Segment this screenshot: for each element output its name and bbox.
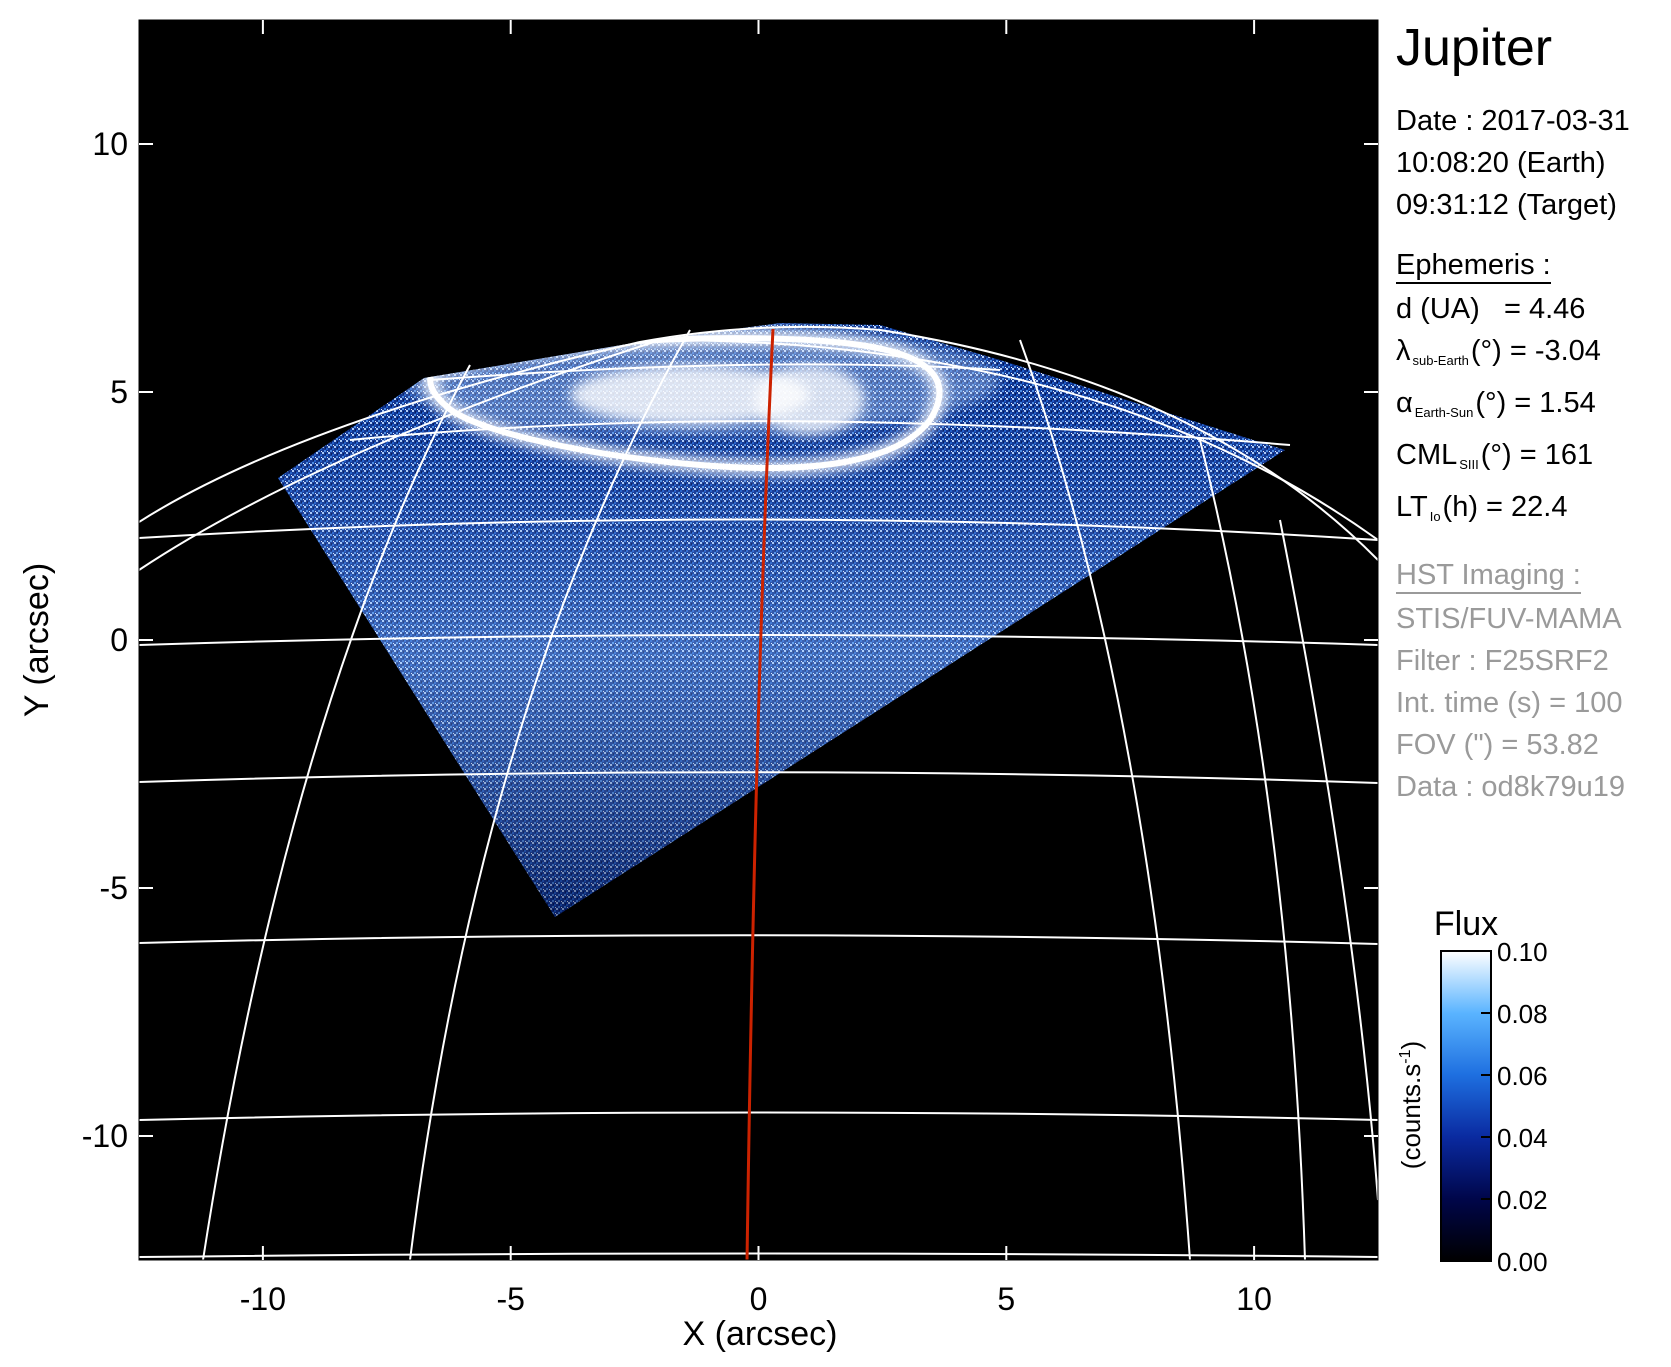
image-layer	[139, 323, 1378, 1260]
colorbar	[1440, 950, 1492, 1262]
y-tick-labels: 10 5 0 -5 -10	[82, 126, 128, 1154]
ephemeris-sub-earth-latitude: λ sub-Earth(°) = -3.04	[1396, 335, 1601, 368]
x-tick-label: 10	[1236, 1281, 1272, 1317]
planet-limb	[139, 325, 1378, 561]
x-tick-labels: -10 -5 0 5 10	[240, 1281, 1272, 1317]
colorbar-tick-label: 0.08	[1497, 999, 1548, 1029]
colorbar-unit-label: (counts.s-1)	[1396, 1041, 1426, 1169]
ephemeris-block: Ephemeris : d (UA) = 4.46 λ sub-Earth(°) …	[1396, 244, 1666, 538]
hst-imaging-block: HST Imaging : STIS/FUV-MAMA Filter : F25…	[1396, 554, 1666, 808]
target-time: 09:31:12 (Target)	[1396, 189, 1617, 221]
colorbar-tick-labels: 0.00 0.02 0.04 0.06 0.08 0.10	[1497, 937, 1548, 1277]
date-line: Date : 2017-03-31	[1396, 105, 1630, 137]
hst-instrument: STIS/FUV-MAMA	[1396, 603, 1622, 635]
x-axis-label: X (arcsec)	[683, 1315, 838, 1353]
colorbar-tick-label: 0.04	[1497, 1123, 1548, 1153]
ephemeris-phase-angle: α Earth-Sun(°) = 1.54	[1396, 387, 1596, 420]
observation-wedge-shading	[278, 323, 1285, 917]
hst-data-id: Data : od8k79u19	[1396, 771, 1625, 803]
ephemeris-io-local-time: LT Io(h) = 22.4	[1396, 491, 1568, 524]
y-tick-label: -10	[82, 1118, 128, 1154]
x-tick-label: 0	[750, 1281, 768, 1317]
hst-fov: FOV (") = 53.82	[1396, 729, 1599, 761]
y-tick-label: -5	[100, 870, 128, 906]
x-tick-label: -10	[240, 1281, 286, 1317]
colorbar-tick-label: 0.06	[1497, 1061, 1548, 1091]
hst-integration-time: Int. time (s) = 100	[1396, 687, 1623, 719]
axis-ticks	[139, 20, 1378, 1260]
ephemeris-cml: CML SIII(°) = 161	[1396, 439, 1594, 472]
colorbar-tick-label: 0.10	[1497, 937, 1548, 967]
colorbar-tick-label: 0.00	[1497, 1247, 1548, 1277]
y-tick-label: 0	[110, 622, 128, 658]
aurora-polar-emission	[570, 365, 810, 425]
central-meridian	[745, 328, 775, 1260]
y-tick-label: 5	[110, 374, 128, 410]
date-block: Date : 2017-03-31 10:08:20 (Earth) 09:31…	[1396, 100, 1666, 226]
y-tick-label: 10	[92, 126, 128, 162]
colorbar-ticks	[1481, 950, 1491, 1262]
x-tick-label: -5	[496, 1281, 524, 1317]
colorbar-title: Flux	[1434, 905, 1498, 943]
ephemeris-distance: d (UA) = 4.46	[1396, 293, 1586, 325]
info-panel: Jupiter Date : 2017-03-31 10:08:20 (Eart…	[1396, 18, 1666, 808]
y-axis-label: Y (arcsec)	[18, 563, 56, 717]
x-tick-label: 5	[997, 1281, 1015, 1317]
hst-imaging-header: HST Imaging :	[1396, 558, 1581, 594]
colorbar-tick-label: 0.02	[1497, 1185, 1548, 1215]
earth-time: 10:08:20 (Earth)	[1396, 147, 1606, 179]
ephemeris-header: Ephemeris :	[1396, 248, 1551, 284]
planet-grid	[139, 325, 1378, 1260]
hst-filter: Filter : F25SRF2	[1396, 645, 1609, 677]
planet-title: Jupiter	[1396, 19, 1553, 77]
